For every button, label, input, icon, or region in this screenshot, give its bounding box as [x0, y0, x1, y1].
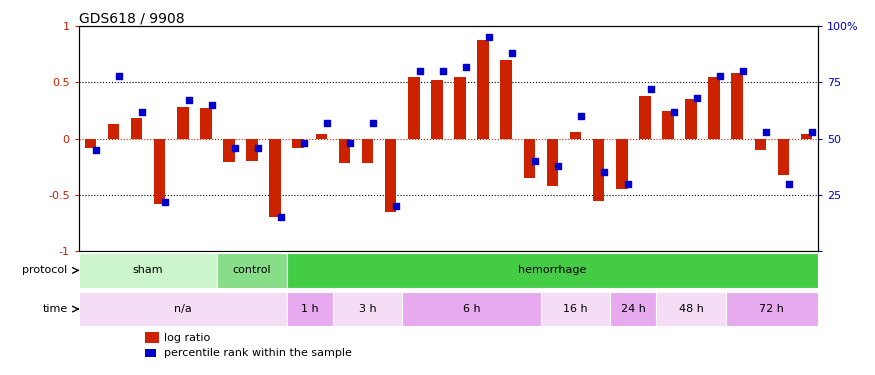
Text: 1 h: 1 h	[301, 304, 318, 314]
Point	[736, 68, 750, 74]
Point	[228, 145, 242, 151]
Text: log ratio: log ratio	[164, 333, 210, 343]
Bar	[478, 40, 489, 139]
Bar	[287, 292, 332, 327]
Text: protocol: protocol	[23, 266, 67, 275]
Bar	[431, 80, 443, 139]
Bar	[79, 292, 287, 327]
Point	[389, 203, 403, 209]
Point	[620, 181, 634, 187]
Point	[367, 120, 381, 126]
Point	[343, 140, 357, 146]
Point	[158, 199, 172, 205]
Point	[598, 170, 612, 176]
Bar	[339, 139, 350, 164]
Bar	[130, 118, 143, 139]
Point	[89, 147, 103, 153]
Bar	[402, 292, 541, 327]
Point	[412, 68, 426, 74]
Point	[482, 34, 496, 40]
Point	[805, 129, 819, 135]
Bar	[547, 139, 558, 186]
Bar	[732, 74, 743, 139]
Bar	[408, 77, 419, 139]
Bar	[177, 107, 188, 139]
Bar	[454, 77, 466, 139]
Bar	[85, 139, 96, 148]
Bar	[145, 349, 157, 357]
Text: GDS618 / 9908: GDS618 / 9908	[79, 11, 185, 25]
Bar	[709, 77, 720, 139]
Bar	[685, 99, 696, 139]
Bar	[223, 139, 234, 162]
Point	[181, 98, 195, 104]
Point	[644, 86, 658, 92]
Point	[574, 113, 588, 119]
Bar	[662, 111, 674, 139]
Bar	[570, 132, 581, 139]
Point	[274, 214, 288, 220]
Bar	[754, 139, 766, 150]
Bar	[361, 139, 374, 164]
Text: time: time	[42, 304, 67, 314]
Bar	[292, 139, 304, 148]
Point	[458, 64, 472, 70]
Bar	[270, 139, 281, 218]
Text: 6 h: 6 h	[463, 304, 480, 314]
Bar	[316, 134, 327, 139]
Bar	[200, 108, 212, 139]
Bar	[639, 96, 651, 139]
Point	[505, 50, 519, 56]
Bar	[145, 333, 158, 343]
Point	[528, 158, 542, 164]
Point	[251, 145, 265, 151]
Bar	[154, 139, 165, 204]
Bar	[287, 253, 818, 288]
Text: 72 h: 72 h	[760, 304, 784, 314]
Text: n/a: n/a	[174, 304, 192, 314]
Text: percentile rank within the sample: percentile rank within the sample	[164, 348, 352, 358]
Text: sham: sham	[133, 266, 164, 275]
Bar	[610, 292, 656, 327]
Text: 16 h: 16 h	[564, 304, 588, 314]
Point	[551, 163, 565, 169]
Text: 48 h: 48 h	[679, 304, 704, 314]
Bar	[332, 292, 402, 327]
Bar	[541, 292, 610, 327]
Point	[205, 102, 219, 108]
Point	[713, 73, 727, 79]
Bar	[217, 253, 287, 288]
Point	[690, 95, 704, 101]
Bar	[385, 139, 396, 212]
Bar	[616, 139, 627, 189]
Text: 3 h: 3 h	[359, 304, 376, 314]
Bar	[246, 139, 258, 161]
Bar	[725, 292, 818, 327]
Text: 24 h: 24 h	[621, 304, 646, 314]
Bar	[801, 134, 812, 139]
Bar	[108, 124, 119, 139]
Bar	[523, 139, 536, 178]
Point	[136, 109, 150, 115]
Point	[297, 140, 311, 146]
Point	[782, 181, 796, 187]
Bar	[778, 139, 789, 175]
Point	[760, 129, 774, 135]
Bar	[500, 60, 512, 139]
Text: hemorrhage: hemorrhage	[518, 266, 586, 275]
Bar	[593, 139, 605, 201]
Bar	[656, 292, 725, 327]
Bar	[79, 253, 217, 288]
Point	[320, 120, 334, 126]
Text: control: control	[233, 266, 271, 275]
Point	[436, 68, 450, 74]
Point	[667, 109, 681, 115]
Point	[112, 73, 126, 79]
